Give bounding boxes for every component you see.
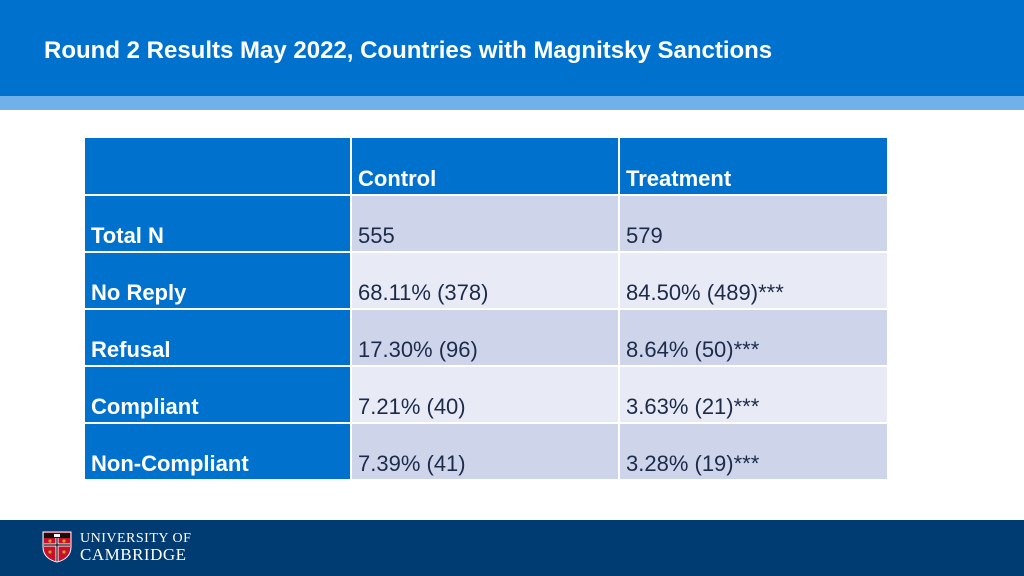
cell-treatment: 3.28% (19)*** [618,422,889,481]
cell-treatment: 579 [618,194,889,253]
table-row: Non-Compliant 7.39% (41) 3.28% (19)*** [83,422,889,481]
header-bar [0,0,1024,96]
cell-treatment: 3.63% (21)*** [618,365,889,424]
table-row: Compliant 7.21% (40) 3.63% (21)*** [83,365,889,424]
cell-treatment: 8.64% (50)*** [618,308,889,367]
cell-control: 17.30% (96) [350,308,620,367]
cell-treatment: 84.50% (489)*** [618,251,889,310]
cell-control: 7.39% (41) [350,422,620,481]
page-title: Round 2 Results May 2022, Countries with… [44,37,773,64]
row-label-compliant: Compliant [83,365,352,424]
results-table: Control Treatment Total N 555 579 No Rep… [83,136,889,481]
row-label-non-compliant: Non-Compliant [83,422,352,481]
row-label-refusal: Refusal [83,308,352,367]
footer-bar [0,520,1024,576]
crest-icon [42,531,72,563]
table-row: No Reply 68.11% (378) 84.50% (489)*** [83,251,889,310]
logo-line-2: CAMBRIDGE [80,545,187,564]
table-row: Refusal 17.30% (96) 8.64% (50)*** [83,308,889,367]
column-header-treatment: Treatment [618,136,889,196]
column-header-control: Control [350,136,620,196]
university-logo: UNIVERSITY OF CAMBRIDGE [42,531,191,563]
logo-line-1: UNIVERSITY OF [80,531,192,546]
table-row: Total N 555 579 [83,194,889,253]
column-header-empty [83,136,352,196]
cell-control: 68.11% (378) [350,251,620,310]
table-header-row: Control Treatment [83,136,889,196]
logo-wordmark: UNIVERSITY OF CAMBRIDGE [80,531,191,563]
row-label-no-reply: No Reply [83,251,352,310]
header-accent-strip [0,96,1024,110]
cell-control: 555 [350,194,620,253]
row-label-total-n: Total N [83,194,352,253]
cell-control: 7.21% (40) [350,365,620,424]
